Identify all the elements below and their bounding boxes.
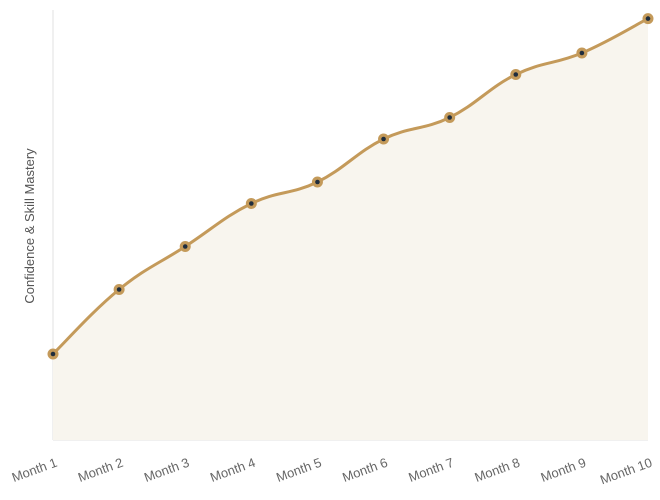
point-center (315, 179, 320, 185)
point-center (116, 287, 122, 292)
x-tick-label: Month 5 (274, 455, 323, 485)
x-tick-label: Month 10 (598, 455, 654, 488)
x-tick-label: Month 9 (539, 455, 588, 485)
point-center (645, 16, 651, 21)
x-tick-label: Month 7 (406, 455, 455, 485)
x-tick-label: Month 4 (208, 455, 257, 485)
x-tick-label: Month 2 (76, 455, 125, 485)
point-center (182, 244, 188, 249)
point-center (381, 136, 386, 142)
x-tick-label: Month 3 (142, 455, 191, 485)
area-fill (53, 18, 648, 440)
point-center (513, 72, 519, 77)
point-center (579, 50, 585, 56)
y-axis-title: Confidence & Skill Mastery (22, 148, 37, 304)
x-tick-label: Month 6 (340, 455, 389, 485)
x-tick-label: Month 1 (10, 455, 59, 485)
point-center (249, 201, 254, 206)
line (51, 17, 649, 356)
x-tick-label: Month 8 (473, 455, 522, 485)
point-center (50, 351, 56, 357)
point-center (447, 115, 452, 120)
